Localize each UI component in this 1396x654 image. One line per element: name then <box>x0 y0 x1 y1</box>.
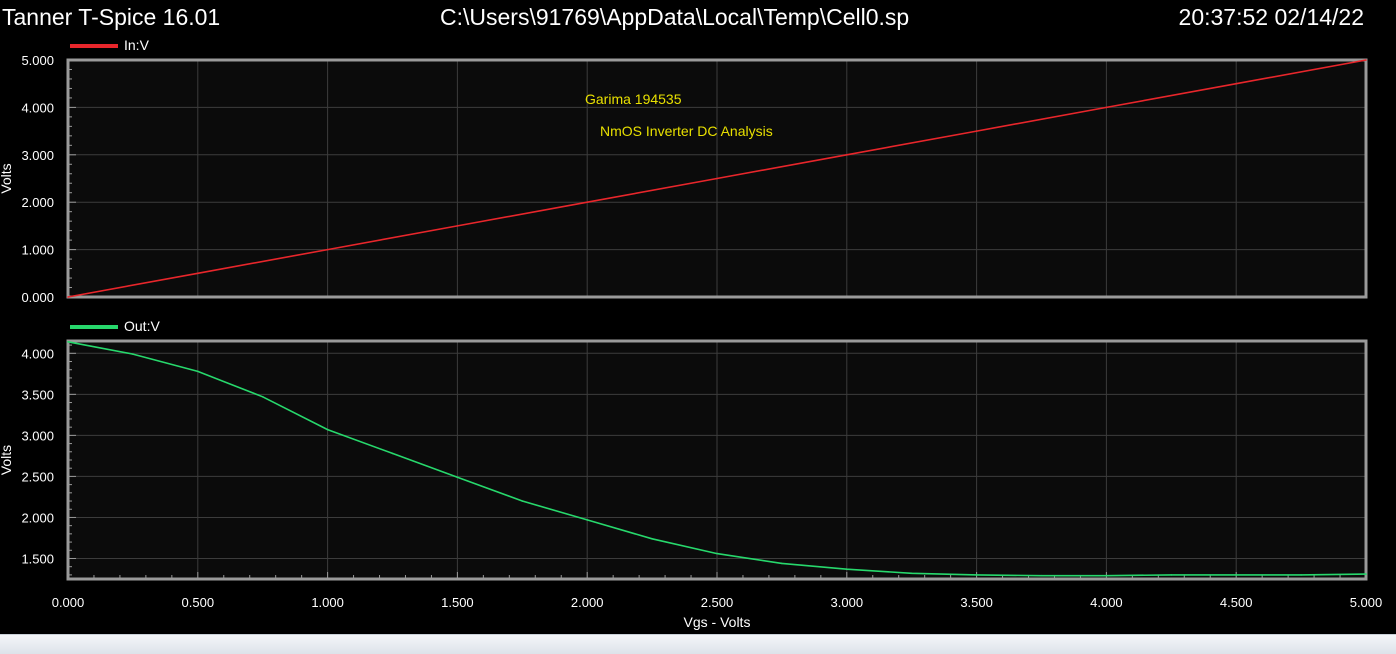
data-point <box>1300 574 1302 576</box>
data-point <box>846 154 848 156</box>
data-point <box>67 341 69 343</box>
data-point <box>846 568 848 570</box>
data-point <box>716 177 718 180</box>
data-point <box>132 353 134 355</box>
data-point <box>1170 574 1173 576</box>
data-point <box>197 370 199 373</box>
y-tick-label: 3.500 <box>21 387 54 402</box>
y-axis-label: Volts <box>0 445 14 475</box>
y-tick-label: 2.500 <box>21 469 54 484</box>
data-point <box>651 537 653 540</box>
x-tick-label: 5.000 <box>1350 595 1383 610</box>
data-point <box>261 396 264 398</box>
x-tick-label: 2.000 <box>571 595 604 610</box>
data-point <box>586 519 588 521</box>
data-point <box>1235 574 1237 576</box>
data-point <box>456 476 459 479</box>
data-point <box>716 552 718 555</box>
status-bar <box>0 634 1396 654</box>
x-tick-label: 1.500 <box>441 595 474 610</box>
data-point <box>456 225 459 227</box>
legend-label: Out:V <box>124 318 160 334</box>
data-point <box>1105 574 1108 577</box>
x-tick-label: 3.000 <box>831 595 864 610</box>
y-tick-label: 2.000 <box>21 195 54 210</box>
x-tick-label: 0.000 <box>52 595 85 610</box>
data-point <box>521 500 524 502</box>
annotation-text: Garima 194535 <box>585 91 682 107</box>
data-point <box>1105 106 1108 109</box>
data-point <box>1235 82 1237 85</box>
legend-label: In:V <box>124 37 150 53</box>
y-tick-label: 3.000 <box>21 148 54 163</box>
x-tick-label: 4.000 <box>1090 595 1123 610</box>
y-tick-label: 3.000 <box>21 428 54 443</box>
legend-entry[interactable]: In:V <box>70 37 150 53</box>
data-point <box>67 296 69 298</box>
legend-entry[interactable]: Out:V <box>70 318 160 334</box>
y-tick-label: 0.000 <box>21 290 54 305</box>
x-tick-label: 1.000 <box>311 595 344 610</box>
app-title: Tanner T-Spice 16.01 <box>2 4 221 30</box>
annotation-text: NmOS Inverter DC Analysis <box>600 123 773 139</box>
data-point <box>1365 59 1367 61</box>
y-tick-label: 2.000 <box>21 510 54 525</box>
plot-frame <box>66 58 1368 299</box>
data-point <box>781 562 783 565</box>
timestamp: 20:37:52 02/14/22 <box>1178 4 1364 30</box>
y-tick-label: 5.000 <box>21 53 54 68</box>
x-tick-label: 3.500 <box>960 595 993 610</box>
window-title-bar: Tanner T-Spice 16.01 C:\Users\91769\AppD… <box>0 0 1396 34</box>
data-point <box>975 130 978 132</box>
data-point <box>975 574 978 576</box>
data-point <box>326 248 329 251</box>
chart-panel-2: 1.500 2.000 2.500 3.000 3.500 4.000 0.000 0.500… <box>0 318 1382 630</box>
y-tick-label: 1.000 <box>21 243 54 258</box>
y-tick-label: 4.000 <box>21 100 54 115</box>
x-tick-label: 0.500 <box>182 595 215 610</box>
chart-panel-1: 0.000 1.000 2.000 3.000 4.000 5.000 Volts In:V G… <box>0 37 1368 305</box>
data-point <box>391 452 394 455</box>
data-point <box>326 428 329 431</box>
data-point <box>197 272 199 275</box>
data-point <box>1040 574 1043 577</box>
x-tick-label: 2.500 <box>701 595 734 610</box>
file-path: C:\Users\91769\AppData\Local\Temp\Cell0.… <box>440 4 910 30</box>
waveform-viewer: 0.000 1.000 2.000 3.000 4.000 5.000 Volts In:V G… <box>0 37 1382 630</box>
x-tick-label: 4.500 <box>1220 595 1253 610</box>
data-point <box>1365 573 1367 575</box>
y-tick-label: 1.500 <box>21 551 54 566</box>
y-tick-label: 4.000 <box>21 346 54 361</box>
data-point <box>586 201 588 203</box>
data-point <box>910 572 913 575</box>
y-axis-label: Volts <box>0 163 14 193</box>
x-axis-label: Vgs - Volts <box>684 614 751 630</box>
